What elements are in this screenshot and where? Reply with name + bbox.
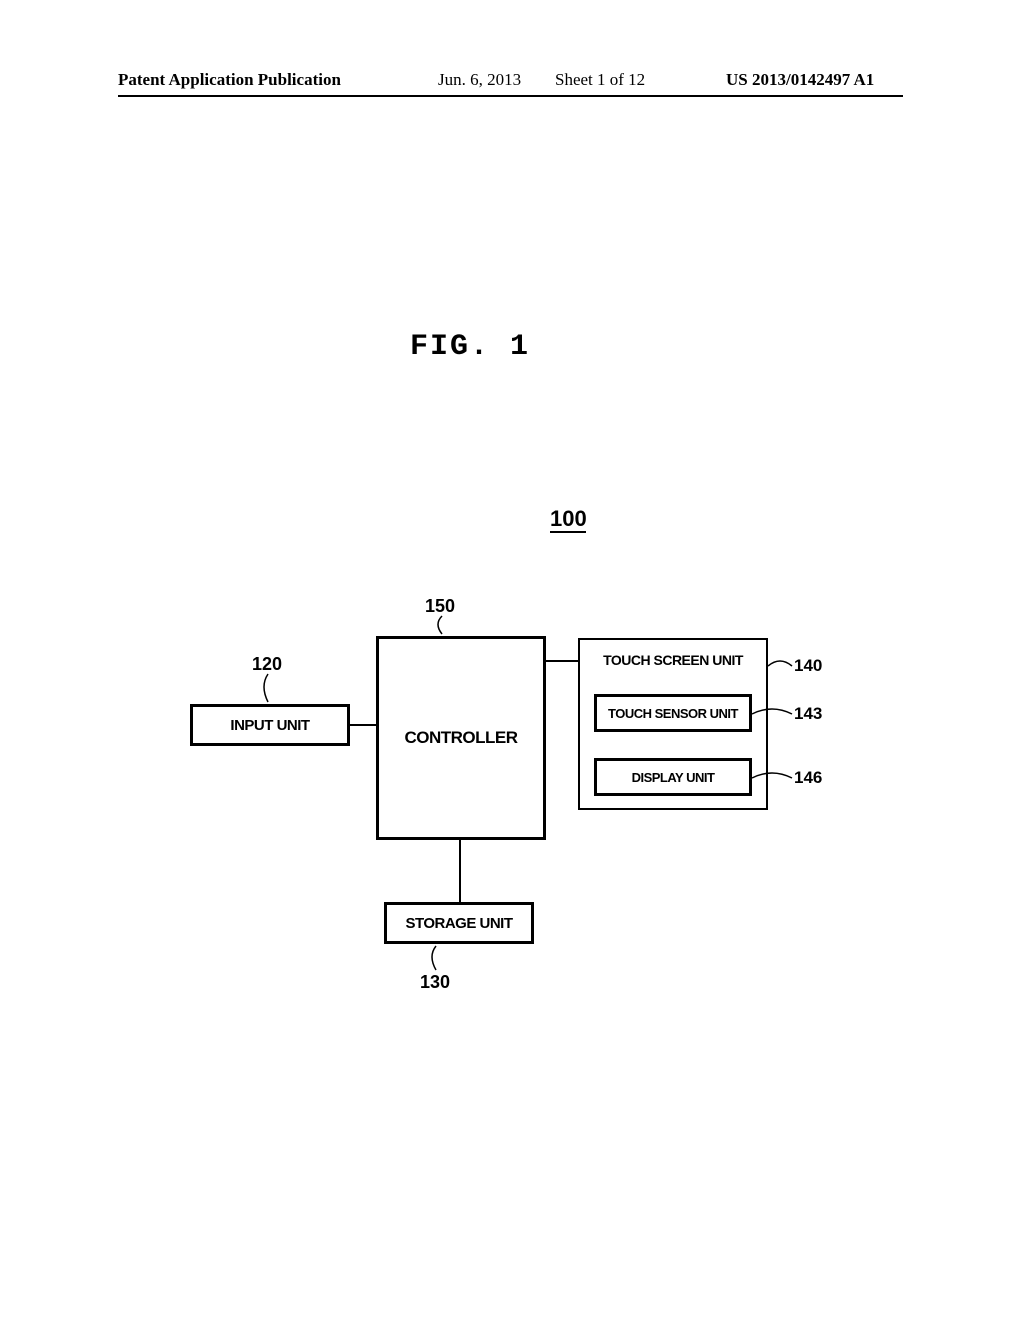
lead-storage-unit (428, 946, 448, 972)
block-label: TOUCH SENSOR UNIT (608, 706, 738, 721)
block-controller: CONTROLLER (376, 636, 546, 840)
block-label: DISPLAY UNIT (632, 770, 715, 785)
block-label: STORAGE UNIT (405, 915, 512, 932)
lead-touch-screen-unit (768, 658, 794, 674)
block-label: INPUT UNIT (230, 717, 309, 734)
header-sheet: Sheet 1 of 12 (555, 70, 645, 90)
block-storage-unit: STORAGE UNIT (384, 902, 534, 944)
header-pub-type: Patent Application Publication (118, 70, 341, 90)
ref-controller: 150 (425, 596, 455, 617)
block-display-unit: DISPLAY UNIT (594, 758, 752, 796)
lead-input-unit (260, 674, 280, 706)
block-label: TOUCH SCREEN UNIT (603, 652, 743, 668)
ref-display-unit: 146 (794, 768, 822, 788)
page: Patent Application Publication Jun. 6, 2… (0, 0, 1024, 1320)
figure-title: FIG. 1 (410, 330, 530, 364)
lead-display-unit (752, 770, 794, 786)
block-label: CONTROLLER (404, 728, 517, 748)
ref-storage-unit: 130 (420, 972, 450, 993)
block-input-unit: INPUT UNIT (190, 704, 350, 746)
connector-controller-storage (459, 840, 461, 902)
header-rule (118, 95, 903, 97)
ref-system: 100 (550, 506, 587, 532)
lead-controller (434, 616, 454, 638)
lead-touch-sensor-unit (752, 706, 794, 722)
ref-input-unit: 120 (252, 654, 282, 675)
connector-controller-screen (546, 660, 578, 662)
ref-touch-screen-unit: 140 (794, 656, 822, 676)
block-touch-sensor-unit: TOUCH SENSOR UNIT (594, 694, 752, 732)
connector-input-controller (350, 724, 376, 726)
ref-touch-sensor-unit: 143 (794, 704, 822, 724)
ref-system-underline (550, 531, 586, 533)
header-date: Jun. 6, 2013 (438, 70, 521, 90)
header-pub-number: US 2013/0142497 A1 (726, 70, 874, 90)
